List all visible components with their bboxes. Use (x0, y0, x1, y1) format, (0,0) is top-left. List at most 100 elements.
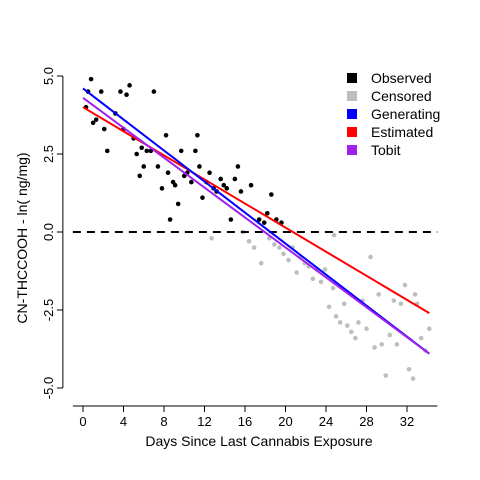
y-tick-label: 0.0 (41, 223, 56, 241)
observed-point (200, 195, 205, 200)
legend-label: Estimated (371, 124, 433, 140)
censored-point (286, 257, 291, 263)
observed-point (172, 182, 178, 188)
censored-point (251, 245, 257, 250)
observed-point (189, 179, 194, 185)
censored-point (246, 239, 252, 244)
observed-point (235, 164, 241, 169)
observed-points (83, 76, 284, 225)
observed-point (248, 182, 254, 188)
x-tick-label: 16 (238, 414, 252, 429)
observed-point (218, 176, 223, 182)
observed-point (105, 148, 110, 154)
censored-point (294, 270, 299, 275)
censored-point (272, 242, 277, 247)
observed-point (139, 145, 145, 151)
observed-point (151, 89, 157, 94)
fit-lines (82, 87, 430, 355)
observed-point (195, 132, 200, 138)
censored-point (418, 335, 424, 341)
observed-point (155, 164, 161, 169)
observed-point (207, 170, 212, 176)
line-generating (82, 87, 430, 355)
observed-point (134, 151, 139, 157)
legend-item: Observed (347, 70, 432, 86)
observed-point (178, 148, 184, 154)
legend-swatch (347, 73, 357, 83)
observed-point (193, 148, 198, 154)
observed-point (197, 164, 202, 169)
y-tick-label: 5.0 (41, 67, 56, 85)
legend-item: Estimated (347, 124, 433, 140)
censored-point (310, 276, 316, 282)
x-tick-label: 8 (160, 414, 167, 429)
observed-point (88, 76, 94, 82)
y-axis: -5.0 -2.5 0.0 2.5 5.0 (41, 67, 64, 399)
x-axis-title: Days Since Last Cannabis Exposure (145, 433, 372, 449)
censored-point (318, 279, 324, 285)
observed-point (256, 217, 262, 222)
censored-point (406, 366, 412, 372)
legend-label: Censored (371, 88, 432, 104)
observed-point (165, 170, 171, 176)
censored-point (383, 373, 389, 378)
observed-point (101, 126, 107, 132)
observed-point (264, 210, 270, 216)
censored-point (356, 320, 361, 325)
observed-point (159, 186, 165, 191)
y-axis-title: CN-THCCOOH - ln( ng/mg) (14, 152, 30, 323)
observed-point (163, 132, 169, 138)
observed-point (93, 117, 99, 122)
censored-point (322, 267, 328, 272)
observed-point (167, 217, 173, 222)
x-tick-label: 0 (79, 414, 86, 429)
observed-point (124, 92, 129, 98)
observed-point (118, 89, 123, 94)
legend-item: Censored (347, 88, 432, 104)
x-tick-label: 32 (400, 414, 414, 429)
observed-point (127, 83, 132, 88)
censored-point (368, 254, 373, 260)
censored-point (387, 332, 393, 338)
x-tick-label: 24 (319, 414, 333, 429)
censored-point (391, 298, 397, 303)
observed-point (98, 89, 104, 94)
censored-point (372, 345, 377, 350)
observed-point (90, 120, 96, 126)
x-tick-label: 12 (197, 414, 211, 429)
legend-swatch (347, 91, 357, 101)
observed-point (238, 189, 244, 194)
observed-point (269, 192, 274, 197)
observed-point (232, 176, 238, 182)
censored-points (209, 229, 432, 381)
legend-item: Tobit (347, 142, 401, 158)
observed-point (221, 182, 227, 188)
censored-point (331, 232, 337, 238)
censored-point (398, 301, 404, 307)
censored-point (349, 329, 354, 335)
censored-point (344, 323, 350, 328)
censored-point (410, 376, 416, 381)
censored-point (394, 342, 400, 347)
censored-point (341, 301, 347, 307)
x-tick-label: 20 (278, 414, 292, 429)
line-tobit (82, 97, 430, 355)
legend-label: Observed (371, 70, 432, 86)
legend-swatch (347, 127, 357, 137)
censored-point (426, 326, 432, 332)
y-tick-label: -2.5 (41, 299, 56, 321)
observed-point (141, 164, 147, 169)
censored-point (412, 292, 418, 297)
censored-point (330, 285, 336, 291)
y-tick-label: -5.0 (41, 377, 56, 399)
censored-point (281, 251, 286, 257)
legend-swatch (347, 145, 357, 155)
observed-point (228, 217, 234, 222)
legend-item: Generating (347, 106, 440, 122)
legend-label: Generating (371, 106, 440, 122)
observed-point (175, 201, 181, 207)
censored-point (333, 313, 339, 319)
observed-point (224, 186, 230, 191)
censored-point (376, 292, 381, 297)
